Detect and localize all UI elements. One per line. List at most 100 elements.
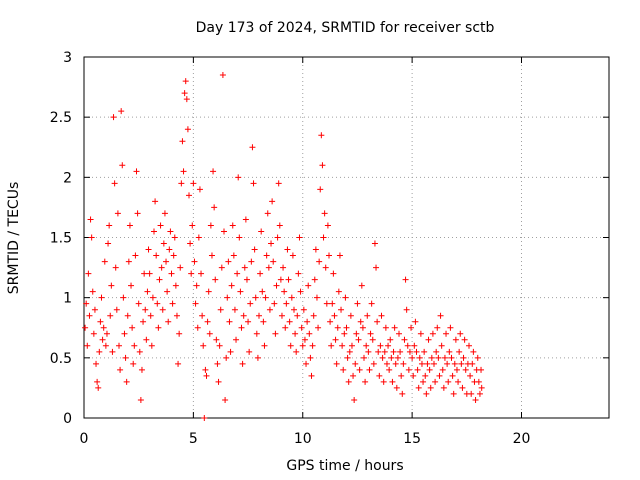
data-point bbox=[335, 288, 342, 295]
data-point bbox=[412, 318, 419, 325]
data-point bbox=[213, 336, 220, 343]
data-point bbox=[294, 312, 301, 319]
data-point bbox=[329, 300, 336, 307]
data-point bbox=[186, 192, 192, 199]
data-point bbox=[91, 306, 98, 313]
data-point bbox=[416, 354, 423, 361]
data-point bbox=[216, 342, 223, 349]
data-point bbox=[324, 222, 331, 229]
data-point bbox=[236, 234, 243, 241]
data-point bbox=[411, 342, 418, 349]
data-point bbox=[369, 336, 376, 343]
axis-ticks: 0 5 10 15 20 0 0.5 1 1.5 2 2.5 3 bbox=[50, 50, 609, 447]
data-point bbox=[182, 78, 189, 85]
data-point bbox=[427, 384, 434, 391]
data-point bbox=[327, 318, 334, 325]
data-point bbox=[396, 330, 402, 337]
data-point bbox=[362, 378, 369, 385]
data-point bbox=[441, 354, 448, 361]
data-point bbox=[397, 348, 404, 355]
data-point bbox=[254, 354, 261, 361]
data-point bbox=[149, 294, 156, 301]
data-point bbox=[367, 330, 374, 337]
data-point bbox=[351, 396, 358, 403]
data-point bbox=[326, 252, 332, 259]
data-point bbox=[94, 378, 101, 385]
data-point bbox=[388, 354, 395, 361]
data-point bbox=[315, 324, 322, 331]
data-point bbox=[193, 282, 200, 289]
data-point bbox=[393, 384, 400, 391]
data-point bbox=[272, 330, 279, 337]
data-point bbox=[85, 270, 92, 277]
data-point bbox=[433, 348, 440, 355]
data-point bbox=[352, 360, 359, 367]
data-point bbox=[156, 276, 163, 283]
data-point bbox=[151, 228, 157, 235]
data-point bbox=[122, 354, 129, 361]
data-point bbox=[159, 306, 166, 313]
data-point bbox=[183, 96, 190, 103]
data-point bbox=[434, 324, 441, 331]
data-point bbox=[133, 168, 140, 175]
y-tick-label: 3 bbox=[63, 50, 72, 66]
y-tick-label: 2 bbox=[63, 170, 72, 186]
data-point bbox=[166, 246, 173, 253]
data-point bbox=[280, 264, 287, 271]
data-point bbox=[398, 372, 405, 379]
data-point bbox=[413, 348, 420, 355]
data-point bbox=[200, 342, 207, 349]
data-point bbox=[313, 294, 320, 301]
data-point bbox=[181, 90, 188, 97]
data-point bbox=[451, 360, 458, 367]
data-point bbox=[111, 180, 118, 187]
data-point bbox=[380, 378, 387, 385]
data-point bbox=[278, 312, 285, 319]
data-point bbox=[300, 306, 307, 313]
data-point bbox=[426, 366, 433, 373]
data-point bbox=[161, 210, 168, 217]
data-point bbox=[130, 360, 137, 367]
data-point bbox=[424, 360, 431, 367]
data-point bbox=[192, 300, 199, 307]
data-point bbox=[231, 306, 238, 313]
data-point bbox=[187, 240, 194, 247]
data-point bbox=[291, 306, 297, 313]
data-point bbox=[453, 366, 460, 373]
data-point bbox=[455, 378, 462, 385]
data-point bbox=[478, 384, 485, 391]
data-point bbox=[96, 348, 103, 355]
data-point bbox=[428, 354, 435, 361]
data-point bbox=[116, 342, 122, 349]
data-point bbox=[87, 216, 94, 223]
data-point bbox=[475, 378, 482, 385]
data-point bbox=[401, 336, 408, 343]
data-point bbox=[418, 360, 425, 367]
data-point bbox=[436, 372, 443, 379]
data-point bbox=[264, 210, 271, 217]
data-point bbox=[444, 360, 451, 367]
data-point bbox=[155, 324, 162, 331]
data-point bbox=[141, 270, 148, 277]
data-point bbox=[417, 330, 424, 337]
data-point bbox=[273, 282, 280, 289]
data-point bbox=[403, 306, 410, 313]
data-point bbox=[322, 264, 329, 271]
data-point bbox=[288, 294, 295, 301]
data-point bbox=[414, 366, 421, 373]
data-point bbox=[323, 300, 330, 307]
y-tick-label: 1.5 bbox=[50, 231, 72, 247]
data-point bbox=[452, 336, 459, 343]
data-point bbox=[277, 276, 284, 283]
data-point bbox=[120, 294, 127, 301]
data-point bbox=[251, 246, 258, 253]
data-point bbox=[203, 372, 210, 379]
data-point bbox=[243, 276, 250, 283]
data-point bbox=[199, 312, 206, 319]
data-point bbox=[379, 354, 386, 361]
data-point bbox=[221, 228, 227, 235]
data-point bbox=[445, 378, 452, 385]
data-point bbox=[248, 258, 255, 265]
data-point bbox=[154, 300, 161, 307]
data-point bbox=[271, 300, 278, 307]
